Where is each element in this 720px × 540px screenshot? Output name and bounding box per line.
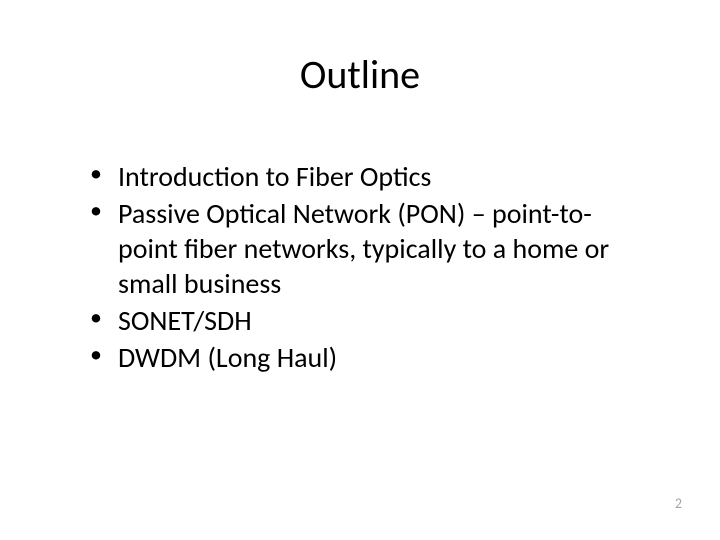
slide-container: Outline Introduction to Fiber Optics Pas… [0,0,720,540]
bullet-item: SONET/SDH [90,303,650,338]
bullet-item: Passive Optical Network (PON) – point-to… [90,196,650,301]
bullet-item: DWDM (Long Haul) [90,340,650,375]
page-number: 2 [675,495,682,512]
bullet-item: Introduction to Fiber Optics [90,159,650,194]
bullet-list: Introduction to Fiber Optics Passive Opt… [70,159,650,377]
slide-title: Outline [70,50,650,99]
